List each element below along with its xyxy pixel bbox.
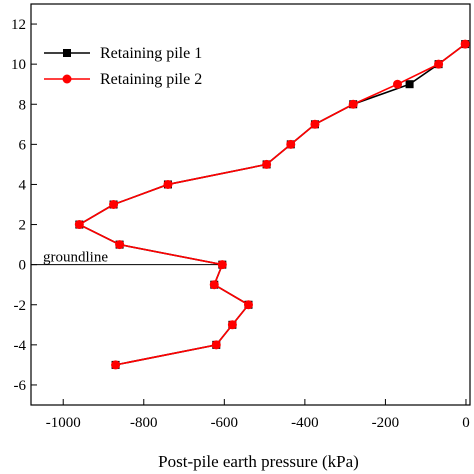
x-tick-label: -800 bbox=[130, 415, 158, 431]
series-2-point bbox=[243, 300, 253, 310]
series-2-point bbox=[434, 59, 444, 69]
x-axis-ticks: -1000 -800 -600 -400 -200 0 bbox=[46, 399, 470, 431]
y-tick-label: -6 bbox=[14, 378, 27, 394]
legend-label-2: Retaining pile 2 bbox=[100, 71, 202, 88]
series-2-point bbox=[109, 200, 119, 209]
series-2-point bbox=[217, 260, 227, 270]
legend: Retaining pile 1 Retaining pile 2 bbox=[44, 45, 202, 88]
legend-marker-square bbox=[63, 49, 71, 57]
series-2-point bbox=[262, 159, 272, 169]
series-line-2 bbox=[77, 43, 466, 366]
legend-marker-circle bbox=[62, 74, 72, 84]
series-2-point bbox=[286, 139, 296, 149]
series-layer bbox=[74, 39, 470, 370]
legend-label-1: Retaining pile 1 bbox=[100, 45, 202, 62]
series-2-point bbox=[74, 220, 84, 230]
y-tick-label: 10 bbox=[11, 57, 26, 73]
y-tick-label: 2 bbox=[19, 218, 27, 234]
series-2-point bbox=[115, 240, 125, 250]
series-2-point bbox=[310, 119, 320, 129]
series-2-point bbox=[209, 280, 219, 290]
y-axis-ticks: -6 -4 -2 0 2 4 6 8 10 12 bbox=[11, 17, 37, 394]
series-1-point bbox=[405, 80, 414, 89]
y-tick-label: 4 bbox=[19, 177, 27, 193]
y-tick-label: 6 bbox=[19, 137, 27, 153]
x-tick-label: 0 bbox=[462, 415, 470, 431]
x-tick-label: -400 bbox=[291, 415, 319, 431]
series-2-point bbox=[393, 79, 403, 89]
y-tick-label: 12 bbox=[11, 17, 26, 33]
x-tick-label: -200 bbox=[372, 415, 400, 431]
series-2-point bbox=[163, 179, 173, 189]
x-tick-label: -600 bbox=[211, 415, 239, 431]
series-2-point bbox=[460, 39, 470, 49]
y-tick-label: 8 bbox=[19, 97, 27, 113]
plot-frame bbox=[30, 3, 471, 406]
series-2-point bbox=[111, 360, 121, 370]
series-line-1 bbox=[77, 43, 466, 366]
x-tick-label: -1000 bbox=[46, 415, 81, 431]
groundline-label: groundline bbox=[43, 250, 108, 266]
series-2-point bbox=[227, 320, 237, 330]
y-tick-label: -4 bbox=[14, 338, 27, 354]
x-axis-title: Post-pile earth pressure (kPa) bbox=[158, 452, 359, 471]
series-2-point bbox=[211, 340, 221, 350]
y-tick-label: 0 bbox=[19, 258, 27, 274]
series-2-point bbox=[348, 99, 358, 109]
y-tick-label: -2 bbox=[14, 298, 27, 314]
